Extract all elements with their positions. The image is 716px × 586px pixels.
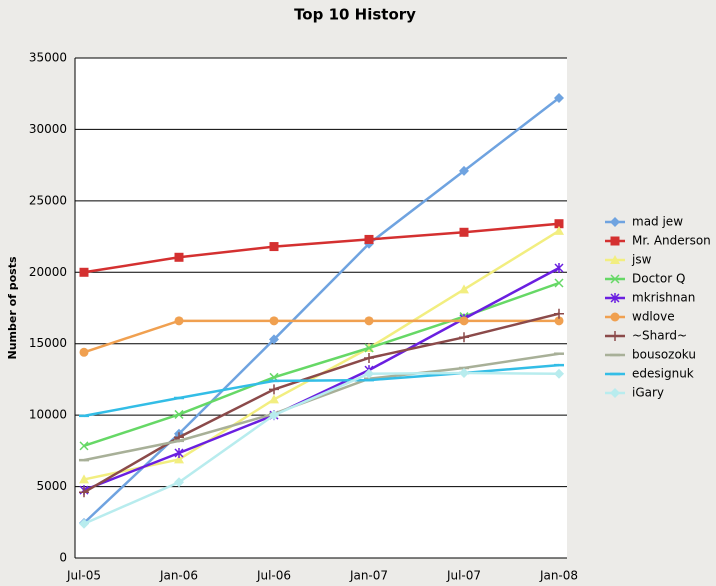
- x-tick-label: Jul-07: [446, 569, 481, 583]
- y-tick-label: 15000: [29, 336, 67, 350]
- chart-title: Top 10 History: [294, 6, 416, 24]
- legend-label: ~Shard~: [632, 329, 687, 343]
- x-tick-label: Jan-07: [349, 569, 388, 583]
- legend-label: Mr. Anderson: [632, 234, 711, 248]
- point: [269, 384, 279, 395]
- point: [364, 316, 374, 326]
- point: [554, 308, 564, 319]
- series-line: [83, 97, 560, 524]
- legend-marker: [610, 388, 620, 398]
- x-tick-label: Jan-06: [159, 569, 198, 583]
- series-line: [83, 266, 560, 492]
- legend-label: edesignuk: [632, 367, 694, 381]
- series-line: [83, 363, 560, 418]
- legend-marker: [610, 331, 620, 341]
- legend-marker: [610, 293, 620, 303]
- point: [174, 448, 184, 458]
- y-tick-label: 10000: [29, 408, 67, 422]
- legend-marker: [610, 312, 620, 322]
- y-tick-label: 5000: [36, 479, 67, 493]
- point: [174, 316, 184, 326]
- legend-label: iGary: [632, 386, 664, 400]
- legend-label: Doctor Q: [632, 272, 685, 286]
- legend-label: bousozoku: [632, 348, 696, 362]
- point: [554, 93, 564, 103]
- x-tick-label: Jan-08: [539, 569, 578, 583]
- point: [174, 454, 184, 464]
- legend-marker: [610, 274, 620, 284]
- legend-label: mad jew: [632, 215, 683, 229]
- point: [459, 227, 469, 237]
- legend-label: mkrishnan: [632, 291, 695, 305]
- point: [554, 316, 564, 326]
- series-line: [83, 319, 559, 354]
- x-tick-label: Jul-06: [256, 569, 291, 583]
- legend-label: jsw: [631, 253, 652, 267]
- plot-area: [75, 58, 567, 558]
- y-tick-label: 30000: [29, 122, 67, 136]
- point: [269, 316, 279, 326]
- point: [79, 267, 89, 277]
- point: [459, 332, 469, 343]
- point: [364, 343, 374, 353]
- point: [364, 368, 374, 379]
- point: [174, 409, 184, 419]
- point: [459, 165, 469, 176]
- point: [554, 219, 564, 229]
- point: [79, 474, 89, 484]
- point: [459, 316, 469, 326]
- y-tick-label: 20000: [29, 265, 67, 279]
- legend-marker: [610, 217, 620, 227]
- point: [459, 368, 469, 378]
- series-line: [83, 371, 560, 525]
- point: [79, 441, 89, 451]
- series-line: [83, 222, 560, 274]
- point: [554, 225, 564, 235]
- y-tick-label: 25000: [29, 193, 67, 207]
- point: [79, 518, 89, 529]
- series-line: [83, 352, 560, 462]
- legend-marker: [610, 255, 620, 264]
- point: [174, 477, 184, 488]
- y-tick-label: 35000: [29, 51, 67, 65]
- point: [364, 234, 374, 244]
- legend-label: wdlove: [632, 310, 675, 324]
- point: [269, 394, 279, 404]
- point: [174, 252, 184, 262]
- point: [554, 263, 564, 273]
- y-axis-label: Number of posts: [6, 256, 19, 359]
- point: [269, 334, 279, 345]
- x-tick-label: Jul-05: [66, 569, 101, 583]
- point: [79, 487, 89, 498]
- point: [269, 410, 279, 421]
- y-tick-label: 0: [59, 551, 67, 565]
- point: [79, 347, 89, 357]
- point: [554, 278, 564, 288]
- series-line: [83, 312, 560, 494]
- point: [269, 242, 279, 252]
- point: [364, 353, 374, 363]
- point: [459, 284, 469, 294]
- legend-marker: [610, 236, 620, 246]
- point: [554, 368, 564, 379]
